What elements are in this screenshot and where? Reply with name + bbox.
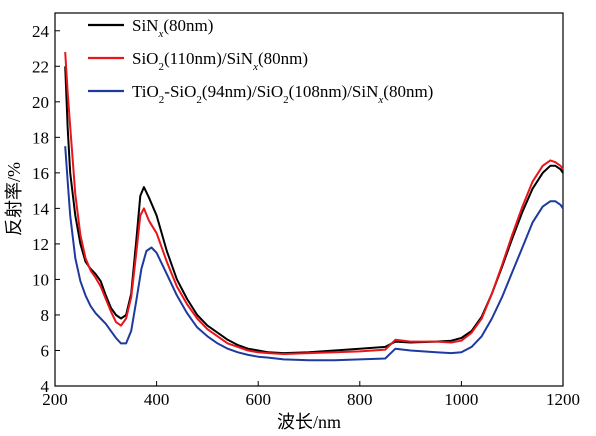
- y-tick-label: 18: [32, 128, 49, 147]
- plot-frame: [54, 12, 564, 387]
- y-tick-label: 20: [32, 93, 49, 112]
- series-layer: [64, 52, 564, 362]
- series-line-3: [64, 146, 564, 362]
- ticks-layer: 200 400 600 800 1000 1200 4 6 8 10 12 14 16 18 20 22 24: [32, 22, 580, 409]
- y-axis-title: 反射率/%: [4, 162, 24, 236]
- x-tick-label: 1000: [444, 390, 478, 409]
- legend-label-3: TiO2-SiO2(94nm)/SiO2(108nm)/SiNx(80nm): [132, 82, 433, 106]
- legend-label-1: SiNx(80nm): [132, 16, 213, 40]
- x-tick-label: 1200: [546, 390, 580, 409]
- y-tick-label: 22: [32, 57, 49, 76]
- y-tick-label: 16: [32, 164, 49, 183]
- x-tick-label: 600: [245, 390, 271, 409]
- series-line-1: [64, 66, 564, 355]
- y-tick-label: 4: [41, 377, 50, 396]
- x-tick-label: 200: [42, 390, 68, 409]
- y-tick-label: 12: [32, 235, 49, 254]
- x-tick-label: 400: [144, 390, 170, 409]
- x-axis-title: 波长/nm: [277, 412, 341, 432]
- y-tick-label: 6: [41, 341, 50, 360]
- legend-label-2: SiO2(110nm)/SiNx(80nm): [132, 49, 308, 73]
- y-tick-label: 10: [32, 270, 49, 289]
- y-tick-label: 24: [32, 22, 50, 41]
- series-line-2: [64, 52, 564, 355]
- x-tick-label: 800: [347, 390, 373, 409]
- y-tick-label: 8: [41, 306, 50, 325]
- legend: SiNx(80nm) SiO2(110nm)/SiNx(80nm) TiO2-SiO…: [88, 16, 433, 106]
- y-tick-label: 14: [32, 199, 50, 218]
